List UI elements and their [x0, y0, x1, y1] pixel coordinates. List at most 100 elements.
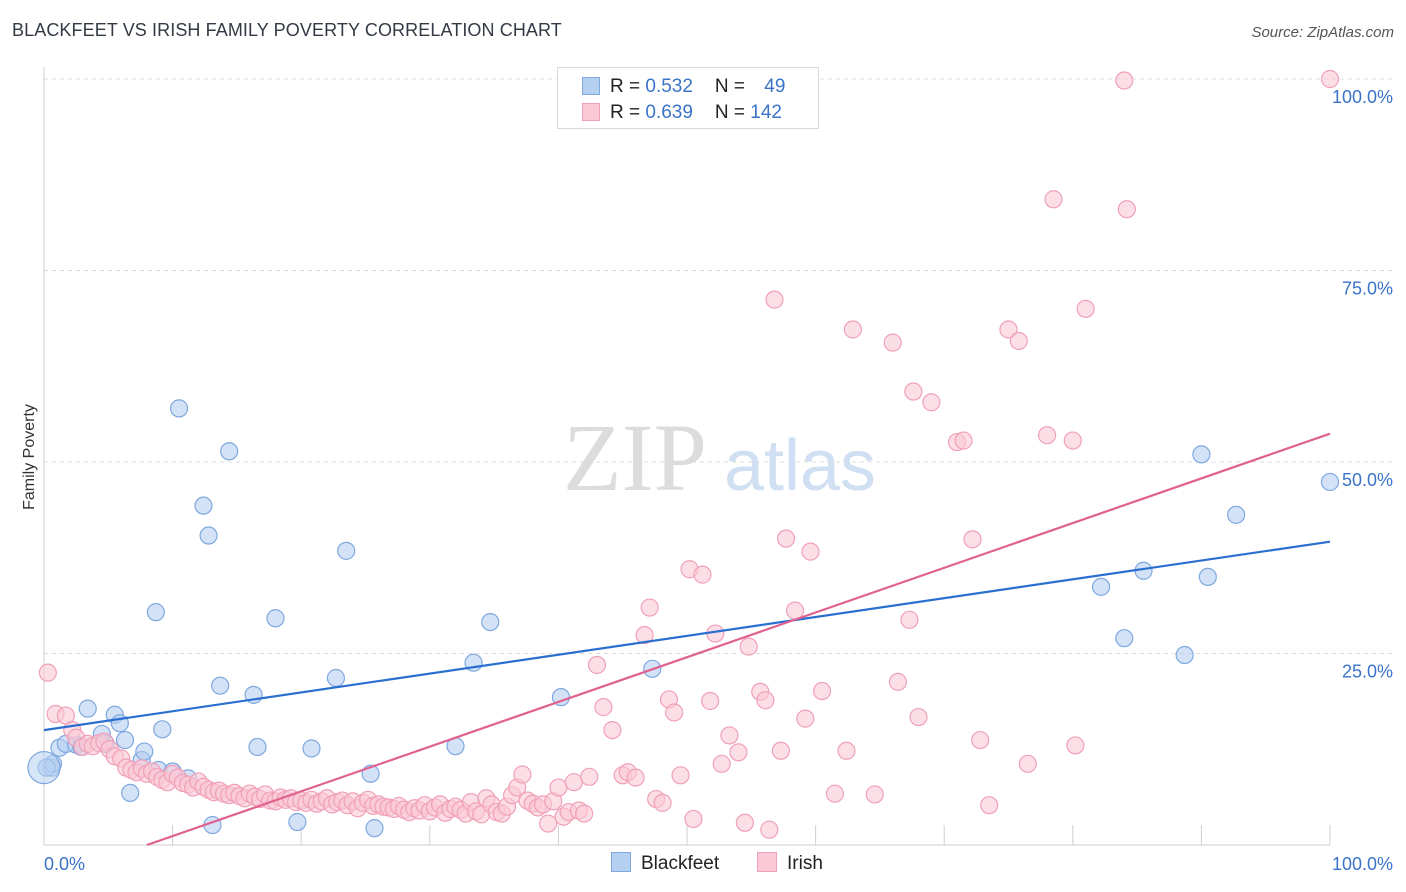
irish-point: [575, 804, 594, 823]
irish-point: [1037, 426, 1057, 445]
y-tick-label: 50.0%: [1342, 470, 1393, 490]
irish-point: [701, 691, 720, 711]
legend-n-label: N =: [714, 76, 751, 97]
irish-point: [603, 720, 622, 740]
y-tick-label: 25.0%: [1342, 662, 1393, 682]
bottom-legend-irish[interactable]: Irish: [757, 852, 823, 875]
irish-points: [38, 69, 1340, 839]
irish-point: [1018, 754, 1037, 773]
irish-point: [760, 820, 779, 839]
blackfeet-point: [1091, 577, 1111, 596]
watermark-zip: ZIP: [563, 404, 707, 511]
bottom-legend-swatch-irish: [757, 852, 777, 872]
irish-point: [653, 793, 672, 812]
irish-point: [825, 784, 844, 803]
irish-trend-line: [146, 432, 1331, 847]
blackfeet-point: [1192, 445, 1211, 464]
irish-point: [765, 290, 784, 309]
blackfeet-point: [1320, 472, 1340, 492]
blackfeet-point: [481, 612, 500, 632]
irish-point: [1076, 299, 1095, 318]
irish-point: [883, 333, 902, 352]
irish-point: [1063, 431, 1082, 450]
blackfeet-point: [121, 783, 140, 803]
irish-point: [909, 707, 928, 727]
irish-point: [1009, 331, 1028, 351]
irish-point: [999, 320, 1018, 339]
irish-point: [1115, 71, 1134, 90]
blackfeet-point: [146, 603, 165, 622]
irish-point: [963, 530, 982, 549]
x-tick-label-left: 0.0%: [44, 854, 85, 874]
irish-point: [539, 814, 558, 833]
x-tick-label-right: 100.0%: [1332, 854, 1393, 874]
irish-point: [564, 773, 583, 792]
blackfeet-point: [78, 699, 97, 718]
irish-point: [594, 698, 613, 717]
blackfeet-point: [199, 526, 218, 545]
tick-labels: 25.0% 50.0% 75.0% 100.0% 0.0% 100.0%: [44, 87, 1393, 874]
watermark-atlas: atlas: [724, 426, 876, 506]
legend-swatch-blackfeet: [582, 77, 600, 95]
irish-point: [671, 766, 690, 785]
irish-point: [922, 393, 941, 412]
irish-point: [756, 691, 775, 710]
blackfeet-point: [135, 742, 154, 761]
blackfeet-point: [288, 812, 307, 832]
y-axis-title: Family Poverty: [21, 404, 38, 510]
irish-point: [796, 709, 815, 728]
irish-point: [888, 672, 908, 691]
blackfeet-point: [248, 737, 267, 757]
bottom-legend-label: Blackfeet: [641, 853, 720, 874]
irish-point: [587, 655, 607, 675]
axes: [43, 67, 1331, 846]
irish-point: [900, 610, 919, 629]
legend-r-value: 0.532: [645, 76, 693, 97]
blackfeet-point: [1227, 505, 1246, 524]
legend-n-value: 49: [764, 76, 786, 97]
y-tick-label: 100.0%: [1332, 87, 1393, 107]
irish-point: [1117, 200, 1136, 219]
legend-r-value: 0.639: [645, 102, 693, 123]
blackfeet-point: [365, 819, 384, 838]
blackfeet-point: [115, 730, 135, 750]
irish-point: [771, 741, 790, 760]
blackfeet-point: [153, 720, 172, 739]
irish-point: [693, 565, 712, 584]
irish-point: [1044, 190, 1063, 209]
blackfeet-point: [220, 442, 239, 461]
legend-swatch-irish: [582, 103, 600, 121]
legend-row-irish: R = 0.639 N = 142: [582, 102, 782, 126]
irish-point: [684, 809, 703, 829]
legend-n-value: 142: [750, 102, 782, 123]
irish-point: [1066, 736, 1085, 755]
legend-r-label: R =: [610, 76, 646, 97]
irish-point: [38, 663, 57, 682]
source-label: Source: ZipAtlas.com: [1251, 24, 1394, 41]
bottom-legend-swatch-blackfeet: [611, 852, 631, 872]
legend-row-blackfeet: R = 0.532 N = 49: [582, 76, 785, 100]
irish-point: [735, 813, 754, 832]
blackfeet-point: [337, 541, 356, 560]
trend-lines: [43, 432, 1331, 847]
blackfeet-point: [169, 399, 189, 418]
chart-title: BLACKFEET VS IRISH FAMILY POVERTY CORREL…: [12, 20, 562, 40]
bottom-legend-blackfeet[interactable]: Blackfeet: [611, 852, 719, 875]
blackfeet-point: [326, 668, 346, 688]
irish-point: [635, 626, 654, 645]
irish-point: [549, 778, 568, 797]
legend-r-label: R =: [610, 102, 646, 123]
irish-point: [776, 529, 796, 548]
irish-point: [640, 598, 659, 617]
blackfeet-point: [194, 496, 213, 515]
blackfeet-point: [1198, 567, 1217, 587]
irish-point: [1320, 69, 1340, 89]
irish-point: [739, 637, 758, 656]
irish-point: [837, 741, 856, 760]
blackfeet-point: [1175, 645, 1194, 665]
legend-n-label: N =: [714, 102, 751, 123]
irish-point: [720, 726, 739, 745]
irish-point: [812, 681, 832, 701]
irish-point: [801, 542, 820, 561]
